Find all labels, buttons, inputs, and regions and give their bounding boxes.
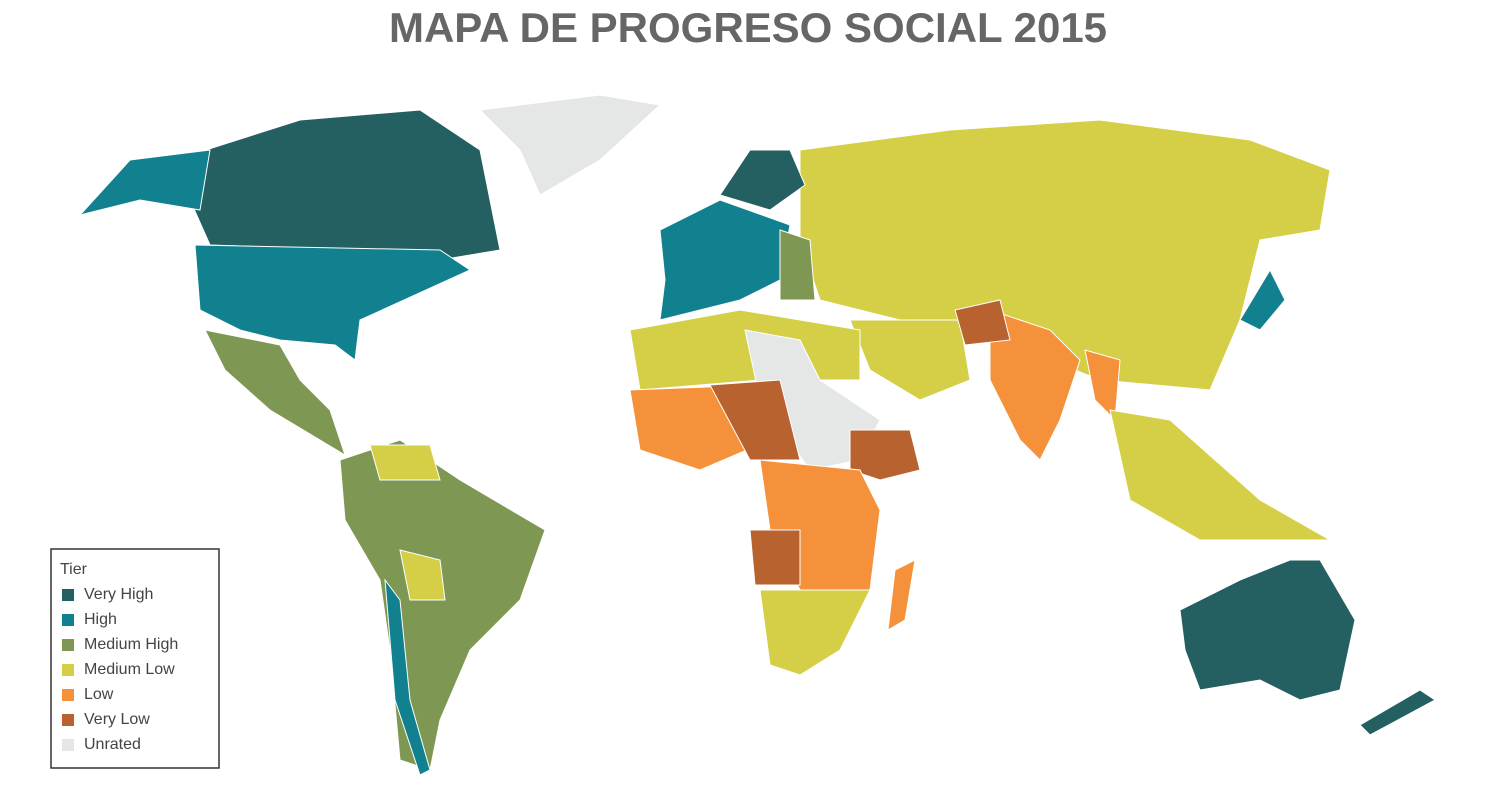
legend-label: Medium High (84, 636, 178, 653)
country-region (954, 299, 1011, 346)
country-region (849, 319, 971, 401)
country-region (1109, 409, 1332, 541)
legend-title: Tier (60, 561, 88, 578)
country-region (399, 549, 446, 601)
country-region (849, 429, 921, 481)
country-region (369, 444, 441, 481)
country-region (989, 309, 1081, 461)
country-region (629, 309, 861, 391)
map-title: MAPA DE PROGRESO SOCIAL 2015 (389, 4, 1107, 51)
legend-label: Very Low (84, 711, 150, 728)
country-region (204, 329, 346, 457)
country-region (659, 199, 791, 321)
country-region (759, 589, 871, 676)
country-region (749, 529, 801, 586)
legend-swatch (62, 589, 74, 601)
country-region (709, 379, 801, 461)
legend-swatch (62, 689, 74, 701)
country-region (339, 439, 546, 771)
legend: Very High High Medium High Medium Low Low Ver… (62, 586, 178, 753)
country-region (1179, 559, 1356, 701)
country-region (194, 244, 472, 361)
legend-label: Unrated (84, 736, 141, 753)
country-region (189, 109, 501, 261)
legend-box (50, 548, 220, 769)
country-region (78, 149, 211, 216)
country-region (1084, 349, 1121, 422)
country-region (478, 94, 662, 196)
country-region (887, 559, 916, 631)
country-region (1359, 689, 1436, 736)
legend-swatch (62, 639, 74, 651)
country-region (384, 578, 431, 776)
legend-label: High (84, 611, 117, 628)
legend-swatch (62, 664, 74, 676)
country-region (719, 149, 806, 211)
legend-label: Medium Low (84, 661, 175, 678)
legend-label: Very High (84, 586, 153, 603)
country-region (1239, 268, 1286, 331)
legend-swatch (62, 614, 74, 626)
legend-label: Low (84, 686, 114, 703)
legend-swatch (62, 739, 74, 751)
legend-swatch (62, 714, 74, 726)
country-region (779, 229, 816, 301)
world-map (78, 94, 1436, 776)
